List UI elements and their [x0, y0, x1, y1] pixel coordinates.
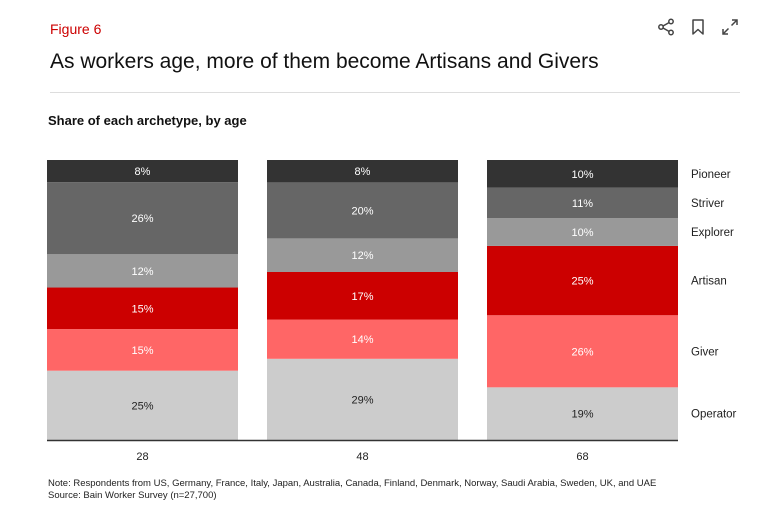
bar-segment-operator-48: [267, 358, 458, 440]
divider: [50, 92, 740, 93]
bar-segment-explorer-68: [487, 218, 678, 246]
chart-headline: As workers age, more of them become Arti…: [50, 50, 599, 73]
legend-item-striver: Striver: [691, 198, 724, 210]
data-label-artisan-28: 15%: [131, 303, 153, 315]
legend-layer: Operator Giver Artisan Explorer Striver Pione…: [691, 169, 737, 421]
data-label-pioneer-68: 10%: [571, 169, 593, 181]
bar-segment-striver-48: [267, 182, 458, 239]
legend-item-operator: Operator: [691, 409, 737, 421]
bar-segment-giver-68: [487, 315, 678, 388]
bar-segment-operator-28: [47, 370, 238, 440]
chart-source: Source: Bain Worker Survey (n=27,700): [48, 490, 217, 501]
bar-segment-pioneer-28: [47, 160, 238, 183]
x-tick-label-48: 48: [356, 451, 368, 463]
share-icon[interactable]: [655, 16, 677, 38]
bookmark-icon[interactable]: [687, 16, 709, 38]
footnotes: Note: Respondents from US, Germany, Fran…: [48, 478, 656, 502]
legend-item-giver: Giver: [691, 346, 719, 358]
toolbar: [655, 16, 741, 38]
figure-label: Figure 6: [50, 21, 102, 37]
data-label-striver-68: 11%: [572, 198, 593, 210]
data-label-pioneer-48: 8%: [355, 166, 371, 178]
legend-item-explorer: Explorer: [691, 227, 734, 239]
bar-segment-pioneer-48: [267, 160, 458, 183]
bar-segment-explorer-28: [47, 254, 238, 288]
expand-icon[interactable]: [719, 16, 741, 38]
stacked-bar-chart: 25% 15% 15% 12% 26% 8% 29% 14% 17% 12% 20% 8% 19% 26%…: [47, 160, 737, 463]
data-label-operator-28: 25%: [131, 400, 153, 412]
bar-segment-operator-68: [487, 387, 678, 440]
x-tick-label-28: 28: [136, 451, 148, 463]
data-label-giver-48: 14%: [351, 334, 373, 346]
bar-segment-artisan-68: [487, 245, 678, 316]
bars-layer: 25% 15% 15% 12% 26% 8% 29% 14% 17% 12% 20% 8% 19% 26%…: [47, 160, 678, 440]
data-label-explorer-48: 12%: [351, 250, 373, 262]
bar-segment-artisan-48: [267, 272, 458, 320]
data-label-pioneer-28: 8%: [135, 166, 151, 178]
data-label-giver-68: 26%: [571, 346, 593, 358]
bar-segment-striver-68: [487, 187, 678, 219]
data-label-striver-48: 20%: [351, 205, 373, 217]
bar-segment-giver-48: [267, 319, 458, 359]
data-label-striver-28: 26%: [131, 213, 153, 225]
bar-segment-pioneer-68: [487, 160, 678, 188]
x-tick-label-68: 68: [576, 451, 588, 463]
data-label-operator-48: 29%: [351, 394, 373, 406]
bar-segment-giver-28: [47, 329, 238, 371]
bar-segment-striver-28: [47, 182, 238, 255]
legend-item-pioneer: Pioneer: [691, 169, 731, 181]
data-label-explorer-28: 12%: [131, 266, 153, 278]
bar-segment-artisan-28: [47, 287, 238, 330]
data-label-operator-68: 19%: [571, 409, 593, 421]
bar-segment-explorer-48: [267, 238, 458, 272]
x-axis: 28 48 68: [47, 439, 678, 463]
data-label-artisan-68: 25%: [571, 276, 593, 288]
data-label-artisan-48: 17%: [351, 291, 373, 303]
data-label-giver-28: 15%: [131, 345, 153, 357]
legend-item-artisan: Artisan: [691, 276, 727, 288]
data-label-explorer-68: 10%: [571, 227, 593, 239]
chart-note: Note: Respondents from US, Germany, Fran…: [48, 478, 657, 489]
chart-subtitle: Share of each archetype, by age: [48, 113, 247, 128]
